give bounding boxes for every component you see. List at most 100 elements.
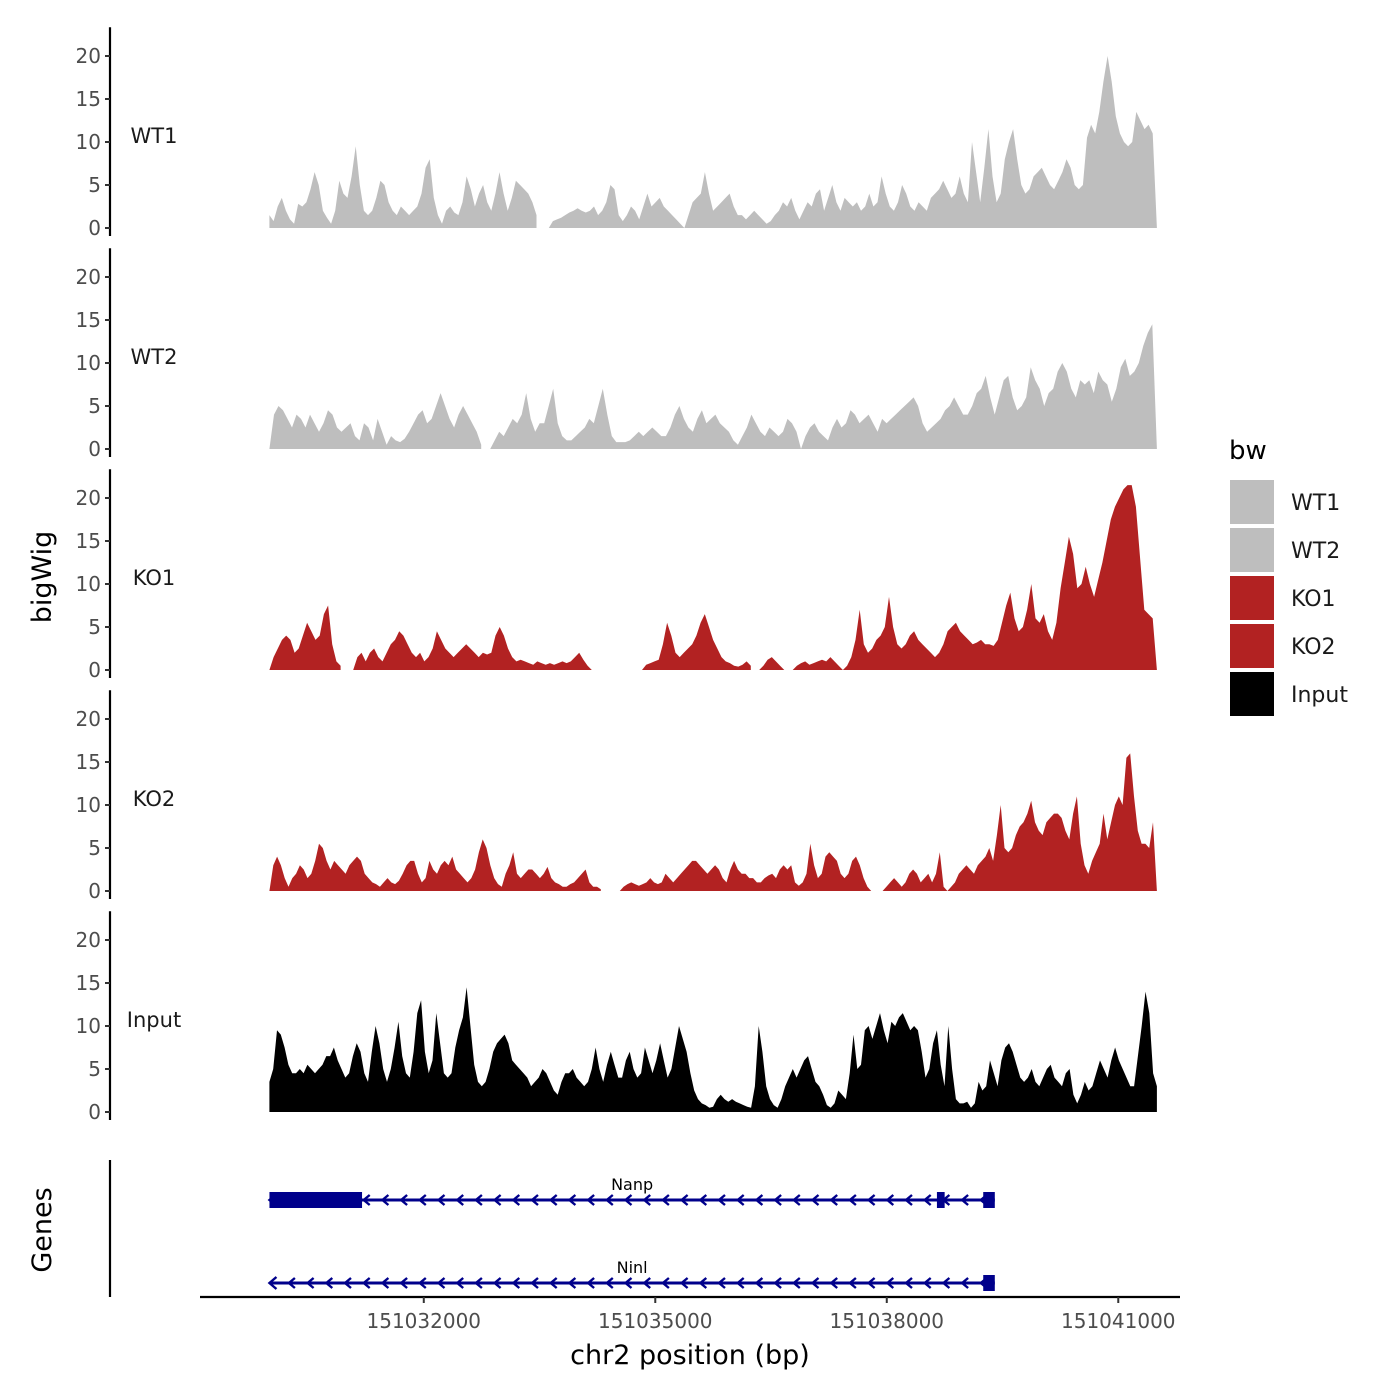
strand-arrow xyxy=(604,1194,614,1206)
signal-area xyxy=(882,753,1157,891)
strand-arrow xyxy=(455,1194,464,1206)
legend-label-wt2: WT2 xyxy=(1291,539,1340,564)
y-tick-label: 10 xyxy=(76,1014,101,1038)
y-tick-label: 10 xyxy=(76,130,101,154)
strand-arrow xyxy=(866,1194,876,1206)
y-tick-label: 10 xyxy=(76,793,101,817)
strand-arrow xyxy=(735,1277,745,1289)
signal-area xyxy=(269,605,341,670)
y-tick-label: 5 xyxy=(88,394,101,418)
strand-arrow xyxy=(361,1194,371,1206)
signal-area xyxy=(548,56,1157,228)
strand-arrow xyxy=(848,1194,857,1206)
strand-arrow xyxy=(417,1277,427,1289)
gene-ninl: Ninl xyxy=(267,1258,995,1291)
track-wt2: 0 5 10 15 20 WT2 xyxy=(76,248,1157,461)
x-tick-label: 151041000 xyxy=(1061,1309,1176,1333)
y-tick-label: 20 xyxy=(76,265,101,289)
strand-arrow xyxy=(791,1194,801,1206)
strand-arrow xyxy=(343,1277,352,1289)
strand-arrow xyxy=(567,1194,577,1206)
legend-label-input: Input xyxy=(1291,683,1348,708)
strand-arrow xyxy=(904,1277,913,1289)
strand-arrow xyxy=(567,1277,577,1289)
strand-arrow xyxy=(642,1194,651,1206)
strand-arrow xyxy=(436,1194,446,1206)
strand-arrow xyxy=(530,1277,539,1289)
y-tick-label: 20 xyxy=(76,928,101,952)
strand-arrow xyxy=(773,1194,782,1206)
signal-area xyxy=(269,393,482,449)
signal-area xyxy=(619,843,872,891)
strand-arrow xyxy=(380,1277,390,1289)
legend-key-ko1 xyxy=(1230,576,1274,620)
legend: bw WT1 WT2 KO1 KO2 Input xyxy=(1229,436,1348,716)
strand-arrow xyxy=(661,1194,670,1206)
x-tick-label: 151038000 xyxy=(830,1309,945,1333)
strand-arrow xyxy=(474,1277,483,1289)
signal-area xyxy=(269,987,1157,1112)
legend-title: bw xyxy=(1229,436,1267,466)
gene-exon xyxy=(983,1275,995,1291)
strand-arrow xyxy=(960,1277,969,1289)
strand-arrow xyxy=(922,1277,932,1289)
strand-arrow xyxy=(866,1277,876,1289)
strand-arrow xyxy=(623,1194,633,1206)
strand-arrow xyxy=(810,1194,820,1206)
strand-arrow xyxy=(829,1277,838,1289)
y-tick-label: 0 xyxy=(88,658,101,682)
x-axis-title: chr2 position (bp) xyxy=(570,1340,810,1371)
y-tick-label: 5 xyxy=(88,615,101,639)
strand-arrow xyxy=(511,1194,521,1206)
signal-area xyxy=(759,657,785,670)
track-label: Input xyxy=(127,1008,181,1032)
strand-arrow xyxy=(679,1277,689,1289)
track-wt1: 0 5 10 15 20 WT1 xyxy=(76,27,1157,240)
strand-arrow xyxy=(698,1194,708,1206)
strand-arrow xyxy=(530,1194,539,1206)
y-tick-label: 0 xyxy=(88,879,101,903)
gene-track: Nanp Ninl xyxy=(108,1160,995,1297)
gene-label: Nanp xyxy=(611,1175,653,1194)
y-tick-label: 20 xyxy=(76,44,101,68)
strand-arrow xyxy=(754,1277,764,1289)
strand-arrow xyxy=(586,1194,595,1206)
legend-key-input xyxy=(1230,672,1274,716)
legend-key-wt2 xyxy=(1230,528,1274,572)
strand-arrow xyxy=(717,1194,726,1206)
signal-area xyxy=(792,485,1157,670)
legend-label-ko2: KO2 xyxy=(1291,635,1336,660)
y-tick-label: 0 xyxy=(88,437,101,461)
signal-area xyxy=(642,614,751,670)
y-tick-label: 20 xyxy=(76,707,101,731)
strand-arrow xyxy=(417,1194,427,1206)
strand-arrow xyxy=(754,1194,764,1206)
gene-exon xyxy=(936,1192,945,1208)
y-tick-label: 15 xyxy=(76,308,101,332)
signal-area xyxy=(490,324,1157,449)
strand-arrow xyxy=(380,1194,390,1206)
strand-arrow xyxy=(717,1277,726,1289)
track-ko2: 0 5 10 15 20 KO2 xyxy=(76,690,1157,903)
strand-arrow xyxy=(698,1277,708,1289)
x-axis: 151032000 151035000 151038000 151041000 xyxy=(200,1295,1180,1333)
y-tick-label: 10 xyxy=(76,572,101,596)
y-tick-label: 0 xyxy=(88,216,101,240)
legend-key-wt1 xyxy=(1230,480,1274,524)
y-tick-label: 10 xyxy=(76,351,101,375)
strand-arrow xyxy=(904,1194,913,1206)
strand-arrow xyxy=(548,1277,558,1289)
track-label: KO1 xyxy=(133,566,176,590)
strand-arrow xyxy=(492,1194,502,1206)
y-axis-title: bigWig xyxy=(27,531,58,624)
strand-arrow xyxy=(267,1276,278,1290)
track-ko1: 0 5 10 15 20 KO1 xyxy=(76,469,1157,682)
strand-arrow xyxy=(361,1277,371,1289)
strand-arrow xyxy=(885,1194,895,1206)
x-tick-label: 151035000 xyxy=(598,1309,713,1333)
gene-exon xyxy=(269,1192,363,1208)
strand-arrow xyxy=(773,1277,782,1289)
strand-arrow xyxy=(829,1194,838,1206)
strand-arrow xyxy=(399,1277,408,1289)
